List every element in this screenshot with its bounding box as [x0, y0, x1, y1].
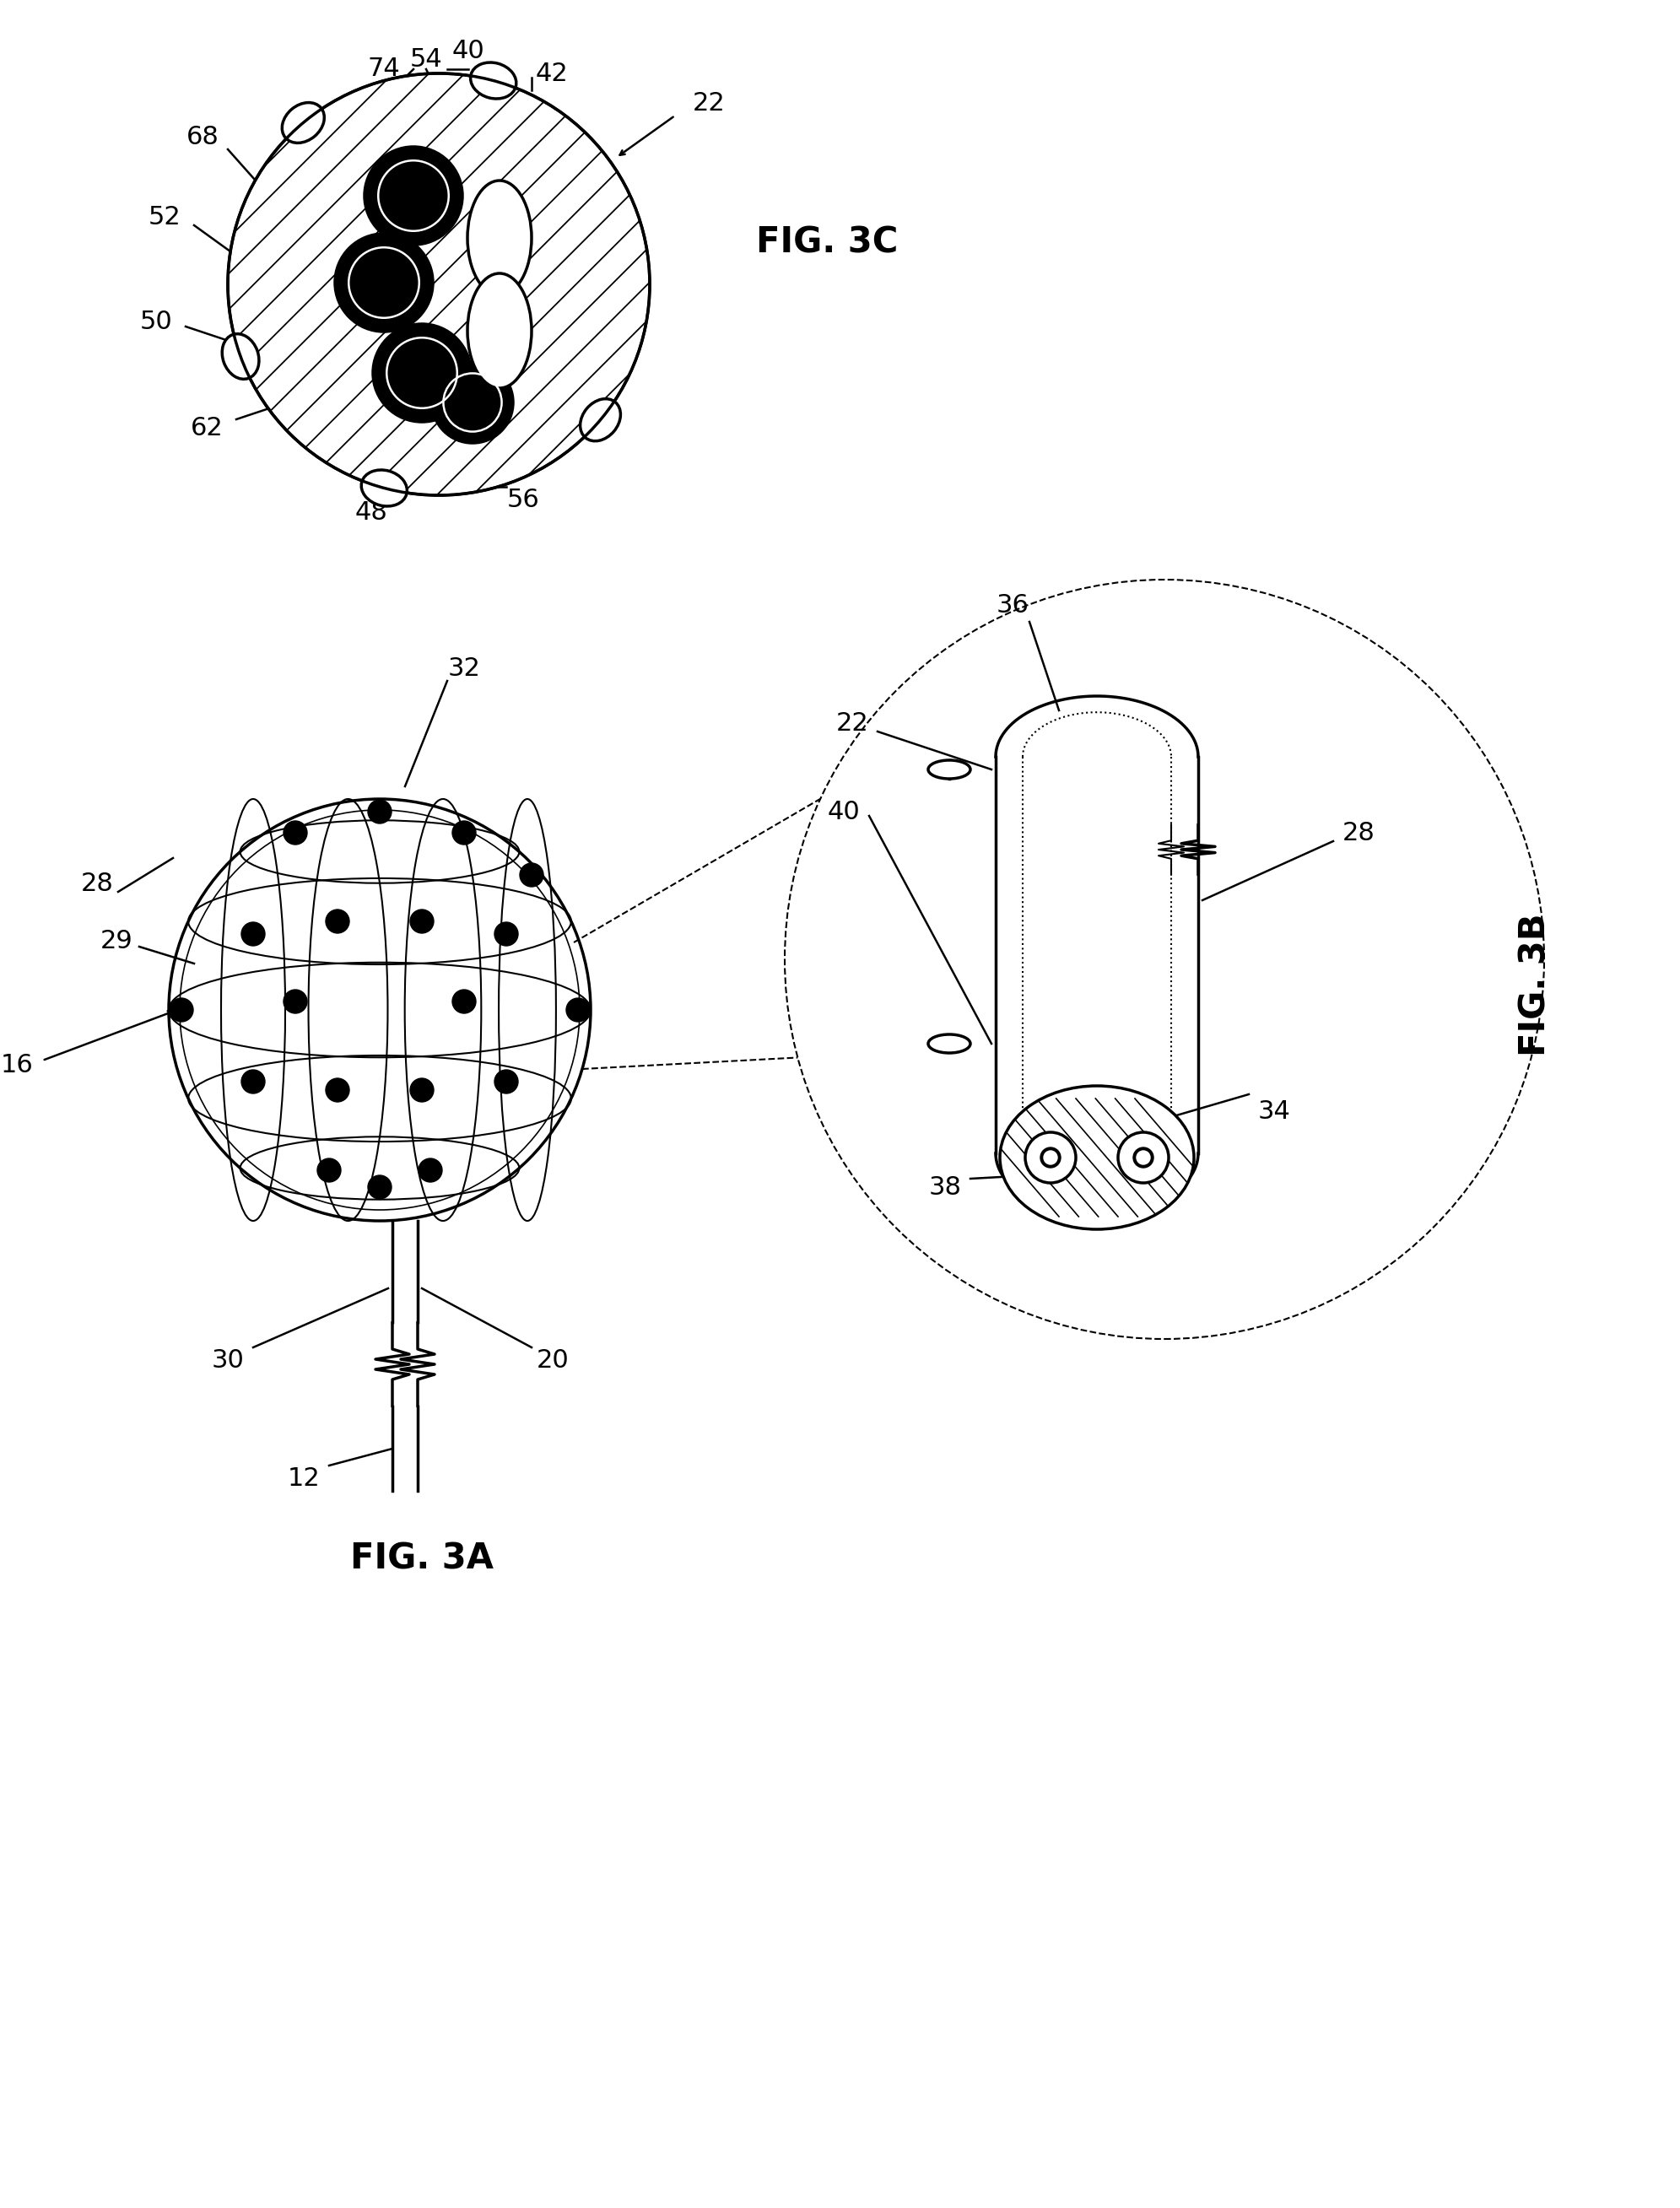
- Text: 74: 74: [368, 57, 400, 82]
- Circle shape: [365, 146, 462, 245]
- Circle shape: [1040, 1148, 1060, 1168]
- Circle shape: [284, 821, 307, 843]
- Text: 48: 48: [354, 499, 388, 523]
- Text: FIG. 3C: FIG. 3C: [756, 225, 897, 261]
- Text: 30: 30: [212, 1347, 244, 1373]
- Text: 20: 20: [536, 1347, 570, 1373]
- Text: 54: 54: [410, 46, 442, 71]
- Ellipse shape: [222, 333, 259, 380]
- Circle shape: [1117, 1133, 1169, 1183]
- Circle shape: [318, 1159, 341, 1181]
- Circle shape: [452, 821, 475, 843]
- Ellipse shape: [927, 760, 971, 779]
- Circle shape: [228, 73, 650, 495]
- Circle shape: [432, 362, 512, 444]
- Circle shape: [452, 989, 475, 1013]
- Ellipse shape: [1000, 1086, 1194, 1230]
- Text: 28: 28: [1342, 821, 1374, 846]
- Text: 22: 22: [692, 91, 726, 115]
- Text: 62: 62: [190, 415, 223, 439]
- Text: FIG. 3B: FIG. 3B: [1519, 914, 1554, 1055]
- Text: 16: 16: [0, 1053, 34, 1078]
- Circle shape: [368, 1175, 391, 1199]
- Circle shape: [242, 923, 265, 945]
- Circle shape: [1134, 1148, 1154, 1168]
- Text: 42: 42: [536, 62, 568, 86]
- Circle shape: [368, 799, 391, 824]
- Circle shape: [566, 998, 590, 1022]
- Ellipse shape: [467, 181, 531, 296]
- Text: 56: 56: [507, 488, 539, 512]
- Text: 50: 50: [139, 309, 173, 336]
- Text: 12: 12: [287, 1466, 321, 1490]
- Text: 68: 68: [186, 124, 218, 148]
- Ellipse shape: [361, 470, 407, 506]
- Circle shape: [373, 325, 470, 422]
- Text: 36: 36: [996, 592, 1028, 618]
- Ellipse shape: [467, 274, 531, 389]
- Text: 28: 28: [81, 872, 114, 896]
- Text: 34: 34: [1258, 1100, 1290, 1124]
- Circle shape: [326, 1078, 349, 1102]
- Circle shape: [284, 989, 307, 1013]
- Circle shape: [410, 910, 433, 934]
- Circle shape: [410, 1078, 433, 1102]
- Circle shape: [1043, 1150, 1057, 1164]
- Circle shape: [326, 910, 349, 934]
- Text: 22: 22: [837, 711, 869, 735]
- Ellipse shape: [470, 62, 516, 99]
- Text: FIG. 3A: FIG. 3A: [349, 1541, 494, 1577]
- Text: 38: 38: [929, 1175, 961, 1199]
- Circle shape: [334, 234, 433, 331]
- Ellipse shape: [580, 400, 620, 442]
- Circle shape: [494, 923, 517, 945]
- Text: 29: 29: [101, 930, 133, 954]
- Circle shape: [519, 863, 543, 888]
- Text: 32: 32: [447, 656, 480, 680]
- Circle shape: [1025, 1133, 1075, 1183]
- Text: 40: 40: [828, 799, 860, 824]
- Text: 52: 52: [148, 205, 181, 230]
- Circle shape: [170, 998, 193, 1022]
- Circle shape: [418, 1159, 442, 1181]
- Circle shape: [494, 1071, 517, 1093]
- Circle shape: [1137, 1150, 1151, 1164]
- Ellipse shape: [927, 1033, 971, 1053]
- Text: 40: 40: [452, 38, 484, 62]
- Ellipse shape: [282, 102, 324, 144]
- Circle shape: [242, 1071, 265, 1093]
